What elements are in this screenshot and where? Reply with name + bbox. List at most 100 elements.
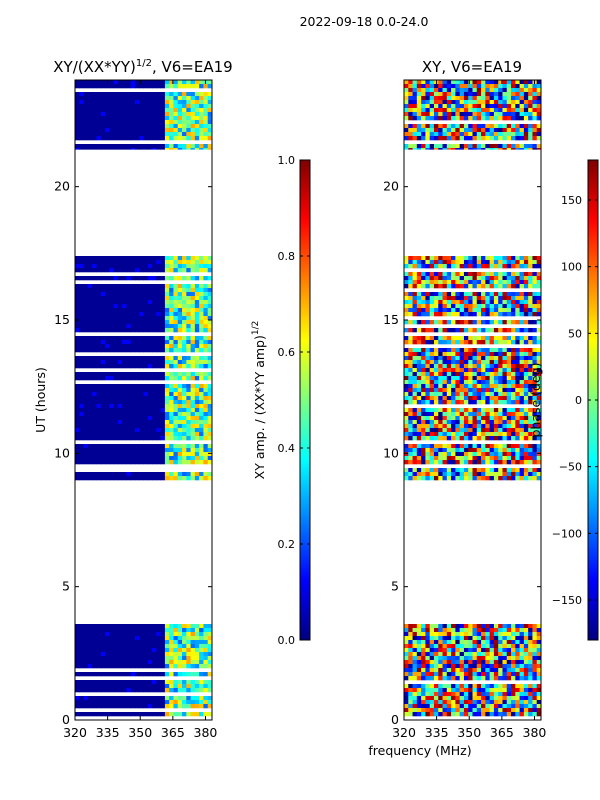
- heatmap-cell: [104, 428, 110, 433]
- heatmap-cell: [519, 392, 525, 397]
- heatmap-cell: [459, 372, 465, 377]
- heatmap-cell: [451, 380, 456, 385]
- heatmap-cell: [169, 700, 174, 705]
- heatmap-cell: [109, 276, 114, 281]
- heatmap-cell: [528, 300, 533, 305]
- heatmap-cell: [79, 660, 84, 665]
- heatmap-cell: [186, 424, 191, 429]
- heatmap-cell: [429, 700, 435, 705]
- heatmap-cell: [109, 316, 114, 321]
- heatmap-cell: [455, 296, 461, 301]
- heatmap-cell: [493, 272, 499, 277]
- heatmap-cell: [207, 452, 213, 457]
- heatmap-cell: [122, 472, 127, 477]
- heatmap-cell: [173, 428, 179, 433]
- heatmap-cell: [515, 676, 520, 681]
- heatmap-cell: [438, 396, 443, 401]
- heatmap-cell: [75, 376, 80, 381]
- heatmap-cell: [485, 276, 491, 281]
- heatmap-cell: [433, 468, 439, 473]
- heatmap-cell: [442, 656, 448, 661]
- heatmap-cell: [143, 432, 149, 437]
- heatmap-cell: [442, 412, 448, 417]
- heatmap-cell: [143, 412, 149, 417]
- heatmap-cell: [117, 108, 123, 113]
- heatmap-cell: [186, 396, 191, 401]
- heatmap-cell: [75, 148, 80, 150]
- heatmap-cell: [164, 472, 170, 477]
- heatmap-cell: [199, 388, 204, 393]
- heatmap-cell: [143, 372, 149, 377]
- heatmap-cell: [476, 624, 482, 629]
- heatmap-cell: [143, 116, 149, 121]
- heatmap-cell: [87, 144, 93, 149]
- heatmap-cell: [113, 408, 119, 413]
- heatmap-cell: [438, 360, 443, 365]
- heatmap-cell: [481, 308, 486, 313]
- heatmap-cell: [528, 420, 533, 425]
- heatmap-cell: [404, 428, 409, 433]
- heatmap-cell: [194, 688, 200, 693]
- heatmap-cell: [147, 384, 153, 389]
- heatmap-cell: [523, 308, 529, 313]
- heatmap-cell: [416, 624, 422, 629]
- heatmap-cell: [416, 416, 422, 421]
- heatmap-cell: [87, 476, 93, 481]
- heatmap-cell: [203, 136, 209, 141]
- heatmap-cell: [421, 408, 426, 413]
- heatmap-cell: [96, 276, 102, 281]
- heatmap-cell: [404, 712, 409, 717]
- heatmap-cell: [156, 324, 162, 329]
- heatmap-cell: [177, 688, 183, 693]
- heatmap-cell: [143, 276, 149, 281]
- heatmap-cell: [528, 664, 533, 669]
- heatmap-cell: [433, 636, 439, 641]
- heatmap-cell: [160, 472, 166, 477]
- heatmap-cell: [75, 364, 80, 369]
- heatmap-cell: [79, 284, 84, 289]
- heatmap-cell: [519, 84, 525, 89]
- heatmap-cell: [485, 636, 491, 641]
- heatmap-cell: [459, 396, 465, 401]
- heatmap-cell: [117, 324, 123, 329]
- heatmap-cell: [79, 308, 84, 313]
- heatmap-cell: [468, 384, 473, 389]
- heatmap-cell: [429, 648, 435, 653]
- heatmap-cell: [186, 448, 191, 453]
- heatmap-cell: [446, 348, 452, 353]
- heatmap-cell: [147, 356, 153, 361]
- heatmap-cell: [156, 688, 162, 693]
- heatmap-cell: [468, 676, 473, 681]
- heatmap-cell: [408, 432, 413, 437]
- heatmap-cell: [160, 436, 166, 441]
- heatmap-cell: [459, 312, 465, 317]
- heatmap-cell: [182, 256, 187, 261]
- heatmap-cell: [412, 472, 418, 477]
- heatmap-cell: [476, 360, 482, 365]
- heatmap-cell: [476, 80, 482, 85]
- heatmap-cell: [446, 364, 452, 369]
- heatmap-cell: [519, 256, 525, 261]
- heatmap-cell: [203, 336, 209, 341]
- heatmap-cell: [164, 112, 170, 117]
- heatmap-cell: [147, 84, 153, 89]
- heatmap-cell: [523, 424, 529, 429]
- heatmap-cell: [207, 112, 213, 117]
- heatmap-cell: [416, 700, 422, 705]
- heatmap-cell: [92, 112, 97, 117]
- heatmap-cell: [126, 456, 132, 461]
- heatmap-cell: [433, 640, 439, 645]
- heatmap-cell: [113, 400, 119, 405]
- heatmap-cell: [446, 308, 452, 313]
- heatmap-cell: [92, 348, 97, 353]
- heatmap-cell: [203, 652, 209, 657]
- heatmap-cell: [199, 376, 204, 381]
- heatmap-cell: [408, 656, 413, 661]
- heatmap-cell: [429, 676, 435, 681]
- heatmap-cell: [536, 428, 542, 433]
- heatmap-cell: [446, 304, 452, 309]
- heatmap-cell: [147, 376, 153, 381]
- heatmap-cell: [122, 424, 127, 429]
- heatmap-cell: [203, 448, 209, 453]
- heatmap-cell: [83, 672, 89, 677]
